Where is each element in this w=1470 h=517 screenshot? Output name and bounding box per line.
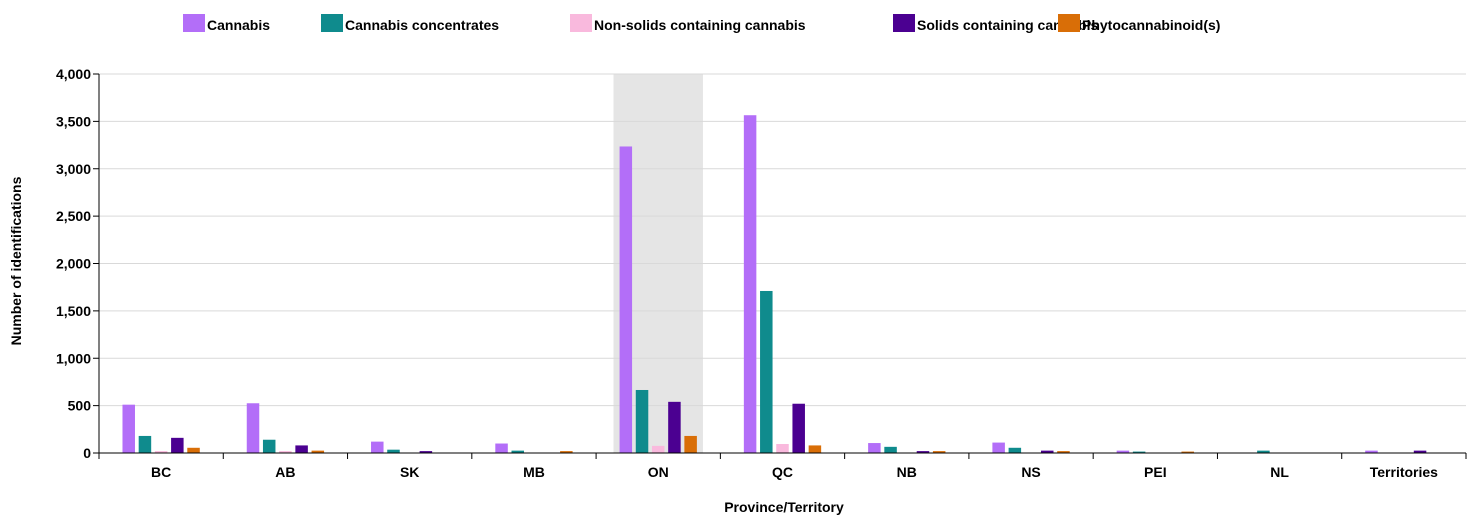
bar [262, 439, 276, 453]
bar [1008, 447, 1022, 453]
bar [1181, 451, 1194, 453]
bar [511, 450, 525, 453]
x-tick-label: NB [897, 464, 917, 480]
x-tick-label: ON [648, 464, 669, 480]
legend-item: Phytocannabinoid(s) [1058, 14, 1220, 33]
y-tick-label: 0 [83, 445, 91, 461]
bar [743, 115, 757, 453]
x-tick-label: NL [1270, 464, 1289, 480]
bar [495, 443, 508, 453]
bar [635, 389, 649, 453]
bar [684, 435, 697, 453]
bar [760, 290, 773, 453]
bar [776, 443, 789, 453]
legend-item: Solids containing cannabis [893, 14, 1098, 33]
legend-swatch [183, 14, 205, 32]
bar [279, 451, 292, 453]
legend-label: Cannabis [207, 17, 270, 33]
legend-item: Cannabis concentrates [321, 14, 499, 33]
bar [1132, 451, 1146, 453]
legend-label: Cannabis concentrates [345, 17, 499, 33]
bar [171, 437, 184, 453]
bar [187, 447, 200, 453]
bar [1413, 450, 1427, 453]
bar [419, 451, 433, 453]
legend-label: Phytocannabinoid(s) [1082, 17, 1220, 33]
bar [122, 404, 135, 453]
bar [1365, 450, 1378, 453]
x-tick-label: Territories [1370, 464, 1438, 480]
gridlines [99, 73, 1466, 407]
y-tick-label: 2,000 [56, 256, 91, 272]
x-tick-label: AB [275, 464, 295, 480]
bar [295, 445, 308, 453]
legend-swatch [570, 14, 592, 32]
legend-item: Cannabis [183, 14, 270, 33]
bar [1040, 450, 1054, 453]
bar [932, 451, 946, 453]
bar [668, 401, 681, 453]
bars [122, 115, 1427, 453]
x-tick-label: BC [151, 464, 171, 480]
y-tick-label: 3,000 [56, 161, 91, 177]
y-tick-label: 500 [68, 398, 92, 414]
bar [792, 403, 805, 453]
bar [916, 451, 930, 453]
bar [868, 443, 881, 453]
x-tick-label: MB [523, 464, 545, 480]
y-tick-label: 4,000 [56, 66, 91, 82]
y-tick-label: 1,000 [56, 350, 91, 366]
bar [884, 446, 897, 453]
legend-swatch [1058, 14, 1080, 32]
x-tick-label: NS [1021, 464, 1040, 480]
x-axis-title: Province/Territory [724, 499, 844, 515]
bar [992, 442, 1005, 453]
legend-label: Non-solids containing cannabis [594, 17, 806, 33]
bar [311, 450, 325, 453]
legend-swatch [321, 14, 343, 32]
bar [138, 435, 152, 453]
y-tick-label: 3,500 [56, 113, 91, 129]
legend-item: Non-solids containing cannabis [570, 14, 806, 33]
y-tick-label: 1,500 [56, 303, 91, 319]
bar [1057, 451, 1070, 453]
bar [387, 449, 400, 453]
bar [651, 445, 665, 453]
bar [371, 441, 384, 453]
y-tick-label: 2,500 [56, 208, 91, 224]
bar [154, 451, 168, 453]
bar [619, 146, 633, 453]
axes: 0 500 1,000 1,500 2,000 2,500 3,000 3,500 4,000 B… [56, 66, 1467, 480]
bar [560, 451, 573, 453]
x-tick-label: QC [772, 464, 793, 480]
legend-label: Solids containing cannabis [917, 17, 1098, 33]
bar [808, 445, 822, 453]
bar [1257, 450, 1270, 453]
legend: Cannabis Cannabis concentrates Non-solids … [183, 14, 1220, 33]
x-tick-label: SK [400, 464, 419, 480]
y-axis-title: Number of identifications [8, 176, 24, 345]
bar [246, 403, 260, 453]
x-tick-label: PEI [1144, 464, 1167, 480]
bar [1116, 450, 1130, 453]
legend-swatch [893, 14, 915, 32]
